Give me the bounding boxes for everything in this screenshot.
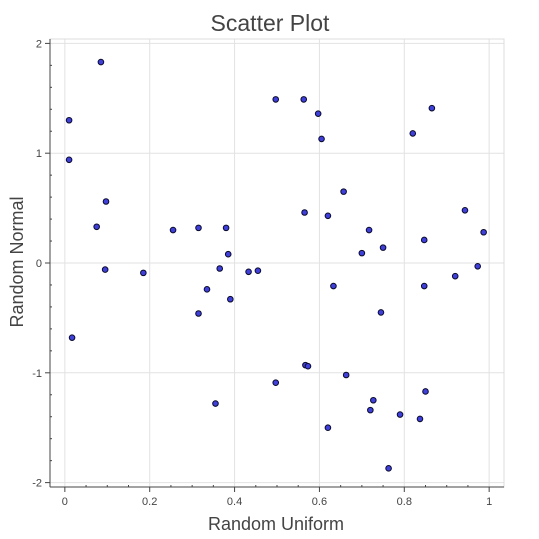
- data-point: [216, 265, 224, 272]
- y-tick-label: 1: [36, 148, 42, 160]
- data-point: [324, 212, 332, 220]
- data-point: [324, 424, 332, 432]
- data-point: [365, 226, 373, 234]
- x-tick-label: 0.6: [312, 496, 327, 508]
- data-point: [409, 130, 417, 137]
- data-point: [385, 465, 392, 472]
- data-point: [254, 267, 262, 274]
- y-tick-label: 0: [36, 258, 42, 270]
- data-point: [314, 110, 322, 117]
- data-point: [370, 396, 377, 404]
- data-point: [480, 228, 487, 236]
- data-point: [212, 400, 219, 407]
- data-point: [377, 309, 385, 316]
- data-point: [195, 224, 202, 232]
- data-point: [101, 266, 109, 273]
- data-point: [396, 411, 404, 418]
- data-point: [102, 198, 110, 205]
- data-point: [203, 286, 211, 293]
- y-tick-label: -2: [32, 478, 42, 490]
- data-point: [65, 156, 73, 164]
- data-point: [68, 334, 76, 341]
- data-point: [474, 262, 481, 270]
- grid-lines: [50, 39, 504, 487]
- data-point: [245, 268, 252, 276]
- data-point: [420, 282, 428, 290]
- data-point: [428, 104, 436, 112]
- y-axis-title: Random Normal: [7, 196, 27, 327]
- data-point: [416, 415, 424, 423]
- x-tick-label: 1: [486, 496, 492, 508]
- data-point: [300, 96, 308, 103]
- data-point: [65, 116, 73, 124]
- data-point: [379, 244, 387, 251]
- data-point: [461, 206, 469, 214]
- y-tick-label: 2: [36, 38, 42, 50]
- y-tick-label: -1: [32, 368, 42, 380]
- data-point: [340, 188, 347, 195]
- x-axis-title: Random Uniform: [208, 514, 344, 534]
- data-point: [422, 388, 429, 395]
- data-point: [195, 310, 202, 317]
- data-point: [301, 209, 308, 216]
- data-point: [367, 406, 374, 414]
- x-tick-label: 0: [62, 496, 68, 508]
- data-point: [318, 135, 325, 143]
- data-point: [227, 295, 234, 303]
- data-point: [222, 224, 230, 232]
- data-point: [272, 96, 280, 103]
- x-tick-label: 0.8: [397, 496, 412, 508]
- data-point: [224, 250, 232, 258]
- data-point: [97, 58, 105, 66]
- data-point: [358, 249, 366, 257]
- axes: 0 0.2 0.4 0.6 0.8 1 -2 -1 0 1 2: [32, 38, 504, 508]
- data-point: [140, 269, 147, 277]
- data-point: [304, 362, 312, 370]
- x-tick-label: 0.4: [227, 496, 242, 508]
- data-point: [272, 379, 280, 386]
- x-tick-label: 0.2: [142, 496, 157, 508]
- data-point: [420, 236, 428, 244]
- data-points: [65, 58, 487, 472]
- data-point: [342, 371, 350, 379]
- data-point: [451, 272, 459, 280]
- chart-title: Scatter Plot: [211, 10, 330, 36]
- data-point: [330, 282, 337, 290]
- data-point: [93, 223, 100, 231]
- data-point: [169, 226, 177, 234]
